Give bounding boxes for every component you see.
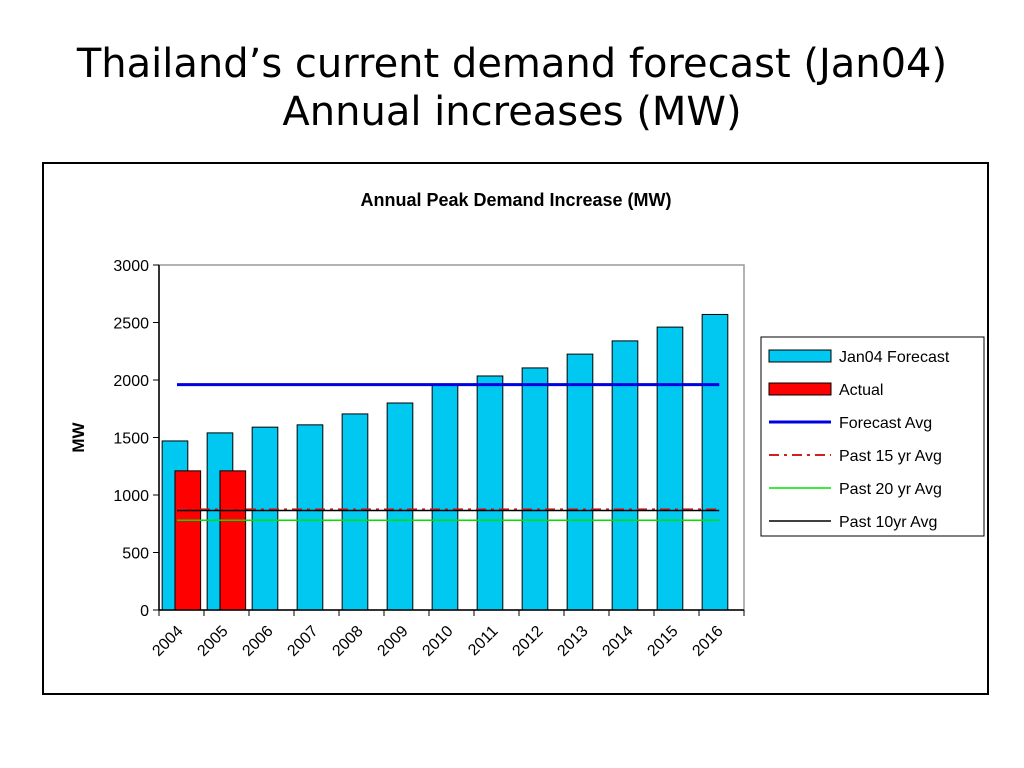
bar-forecast-2015 [656, 326, 684, 611]
x-tick-label: 2016 [689, 623, 726, 660]
bar-forecast-2010 [431, 384, 459, 611]
y-tick-label: 500 [122, 546, 149, 563]
legend-box [760, 336, 985, 537]
bar-actual-2004 [174, 470, 202, 611]
bar-forecast-2006 [251, 426, 279, 611]
x-tick-label: 2006 [239, 623, 276, 660]
legend-label-past-10yr-avg: Past 10yr Avg [839, 514, 937, 531]
bar-forecast-2013 [566, 353, 594, 611]
slide-title-line-1: Thailand’s current demand forecast (Jan0… [76, 41, 948, 87]
bar-forecast-2008 [341, 413, 369, 611]
y-tick-label: 3000 [113, 258, 149, 275]
x-tick-label: 2008 [329, 623, 366, 660]
legend-label-past-20-yr-avg: Past 20 yr Avg [839, 481, 942, 498]
y-axis-title: MW [69, 421, 88, 452]
bar-actual-2005 [219, 470, 247, 611]
x-tick-label: 2010 [419, 623, 456, 660]
x-tick-label: 2012 [509, 623, 546, 660]
legend-label-forecast-avg: Forecast Avg [839, 415, 932, 432]
slide-title-line-2: Annual increases (MW) [282, 89, 742, 135]
x-tick-label: 2005 [194, 623, 231, 660]
slide-title: Thailand’s current demand forecast (Jan0… [0, 40, 1024, 136]
y-tick-label: 2500 [113, 316, 149, 333]
x-tick-label: 2013 [554, 623, 591, 660]
bar-forecast-2014 [611, 340, 639, 611]
x-tick-label: 2004 [149, 623, 186, 660]
chart-frame: Annual Peak Demand Increase (MW) 0 500 1000… [42, 162, 989, 695]
x-tick-label: 2009 [374, 623, 411, 660]
x-tick-label: 2011 [465, 623, 501, 659]
bar-forecast-2012 [521, 367, 549, 611]
x-tick-label: 2014 [599, 623, 636, 660]
legend-label-actual: Actual [839, 382, 883, 399]
bar-forecast-2016 [701, 313, 729, 611]
legend-swatch-jan04-forecast [768, 349, 832, 363]
bar-forecast-2009 [386, 402, 414, 611]
y-tick-label: 2000 [113, 373, 149, 390]
legend-label-past-15-yr-avg: Past 15 yr Avg [839, 448, 942, 465]
y-tick-label: 1000 [113, 488, 149, 505]
bar-forecast-2011 [476, 375, 504, 611]
bar-chart: Annual Peak Demand Increase (MW) 0 500 1000… [69, 190, 985, 660]
chart-title: Annual Peak Demand Increase (MW) [360, 190, 671, 210]
legend-label-jan04-forecast: Jan04 Forecast [839, 349, 950, 366]
x-tick-label: 2007 [284, 623, 321, 660]
y-tick-label: 0 [140, 603, 149, 620]
bar-forecast-2007 [296, 424, 324, 611]
y-tick-label: 1500 [113, 431, 149, 448]
x-tick-label: 2015 [644, 623, 681, 660]
legend-swatch-actual [768, 382, 832, 396]
